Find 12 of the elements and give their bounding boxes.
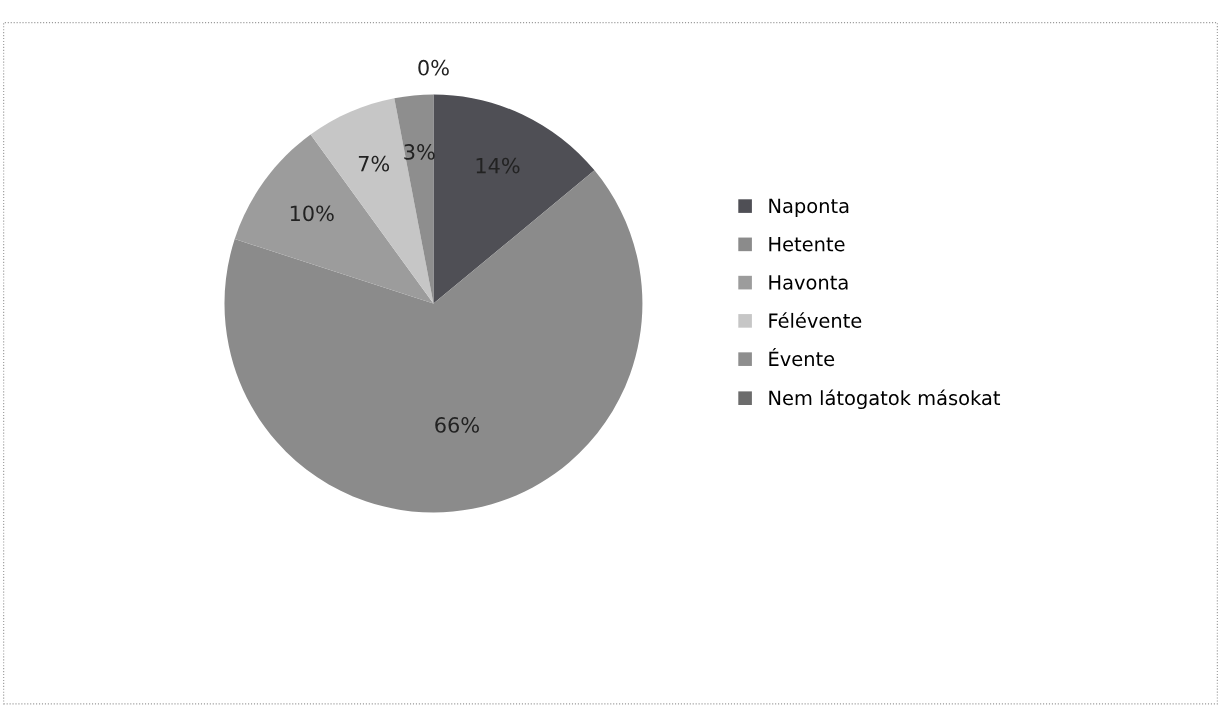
pie-slice xyxy=(234,134,434,304)
legend-label: Nem látogatok másokat xyxy=(769,389,1001,410)
legend-label: Hetente xyxy=(769,236,845,252)
legend-label: Naponta xyxy=(769,198,849,217)
legend-label: Havonta xyxy=(769,275,848,290)
text: 0% xyxy=(418,59,449,76)
legend-label: Félévente xyxy=(769,312,862,328)
data-label: 66% xyxy=(435,417,479,433)
pie-slice xyxy=(433,94,595,304)
data-label: 7% xyxy=(358,155,390,172)
legend-label: Évente xyxy=(769,347,835,367)
data-label: 10% xyxy=(290,205,334,222)
